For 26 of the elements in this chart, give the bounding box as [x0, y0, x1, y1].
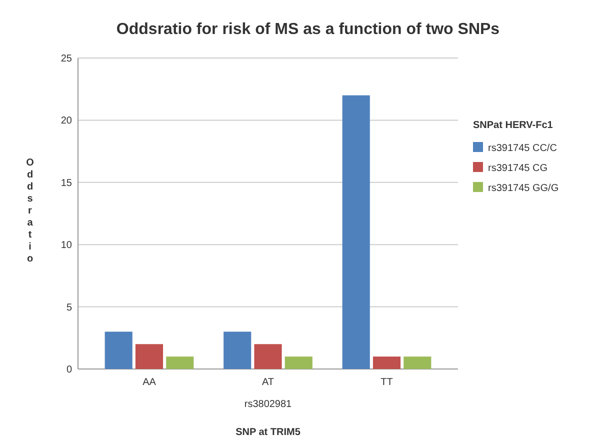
bar: [224, 332, 252, 369]
x-axis-title: SNP at TRIM5: [236, 427, 301, 438]
bar: [372, 356, 401, 369]
legend-label: rs391745 CG: [488, 163, 548, 174]
y-tick-label: 20: [60, 116, 72, 127]
bar: [254, 344, 282, 369]
legend-label: rs391745 CC/C: [488, 143, 557, 154]
bar: [104, 332, 132, 369]
text: Oddsratio: [26, 158, 34, 264]
legend-title: SNPat HERV-Fc1: [473, 120, 554, 131]
chart-title: Oddsratio for risk of MS as a function of two SNPs: [116, 21, 500, 38]
y-tick-label: 5: [66, 302, 72, 314]
text: rs3802981: [244, 399, 292, 410]
x-tick-label: TT: [380, 377, 393, 388]
bar: [342, 95, 370, 369]
y-tick-label: 15: [60, 178, 72, 189]
x-tick-label: AT: [262, 377, 274, 388]
bar: [135, 344, 164, 369]
legend-label: rs391745 GG/G: [488, 183, 559, 194]
bar: [404, 356, 432, 369]
bar: [284, 356, 312, 369]
y-tick-label: 25: [60, 54, 72, 64]
y-tick-label: 10: [60, 240, 72, 252]
y-tick-label: 0: [66, 364, 72, 376]
bar: [166, 356, 194, 369]
x-tick-label: AA: [142, 377, 156, 388]
